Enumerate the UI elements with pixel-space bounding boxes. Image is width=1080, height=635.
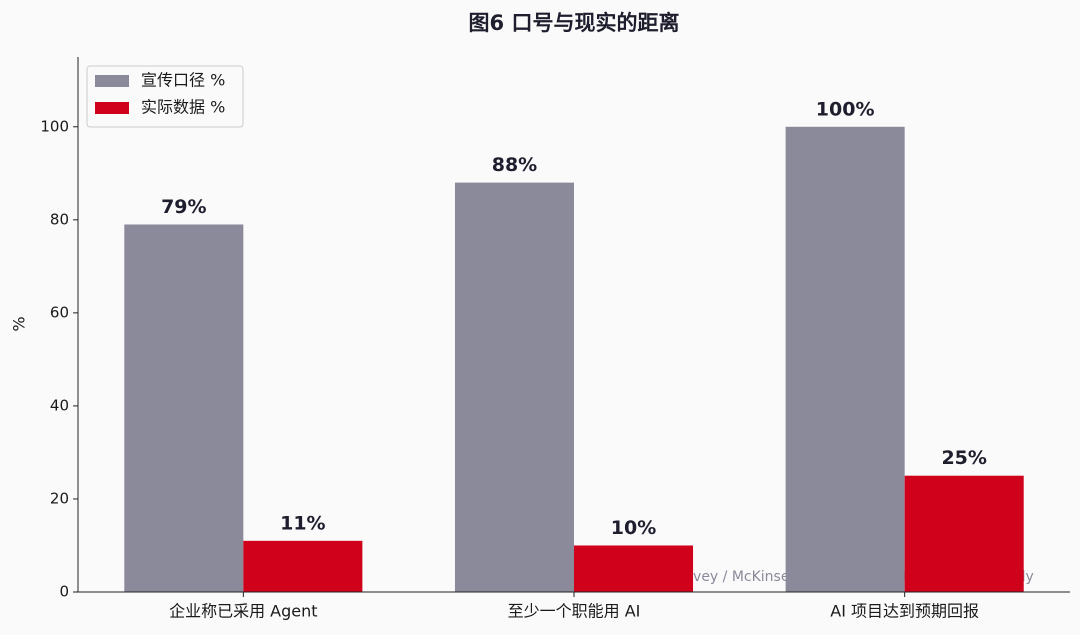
- chart-title: 图6 口号与现实的距离: [469, 11, 680, 35]
- x-tick-label: 至少一个职能用 AI: [508, 602, 641, 621]
- bar: [574, 545, 694, 592]
- legend-swatch: [95, 75, 129, 87]
- bar: [454, 182, 574, 592]
- y-tick-label: 20: [50, 489, 69, 507]
- y-tick-label: 40: [50, 396, 69, 414]
- bar: [243, 540, 363, 592]
- value-label: 10%: [611, 517, 656, 539]
- bar: [124, 224, 244, 592]
- x-tick-label: AI 项目达到预期回报: [830, 602, 979, 621]
- value-label: 25%: [941, 447, 986, 469]
- y-tick-label: 80: [50, 210, 69, 228]
- value-label: 100%: [816, 98, 875, 120]
- y-tick-label: 0: [59, 583, 69, 601]
- legend-swatch: [95, 102, 129, 114]
- y-axis-label: %: [10, 316, 29, 331]
- value-label: 11%: [280, 512, 325, 534]
- legend-label: 宣传口径 %: [141, 71, 225, 90]
- bar: [904, 475, 1024, 592]
- value-label: 79%: [161, 196, 206, 218]
- y-tick-label: 60: [50, 303, 69, 321]
- bar: [785, 126, 905, 593]
- value-label: 88%: [492, 154, 537, 176]
- x-tick-label: 企业称已采用 Agent: [169, 602, 317, 621]
- legend-label: 实际数据 %: [141, 98, 225, 117]
- y-tick-label: 100: [40, 117, 69, 135]
